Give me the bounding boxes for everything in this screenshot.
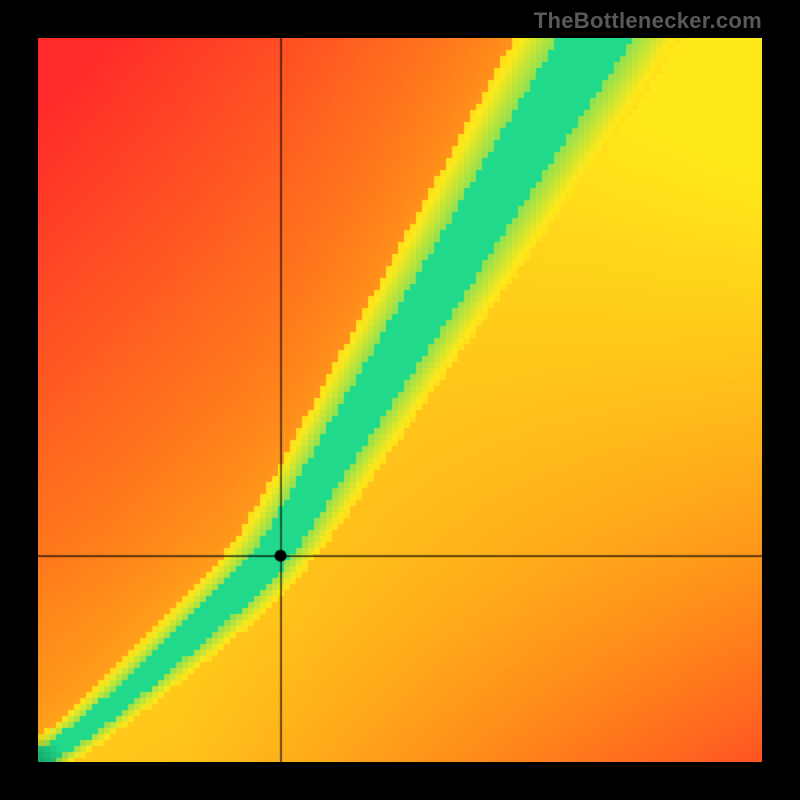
watermark-text: TheBottlenecker.com	[534, 8, 762, 34]
chart-container: { "watermark": { "text": "TheBottlenecke…	[0, 0, 800, 800]
crosshair-overlay	[38, 38, 762, 762]
